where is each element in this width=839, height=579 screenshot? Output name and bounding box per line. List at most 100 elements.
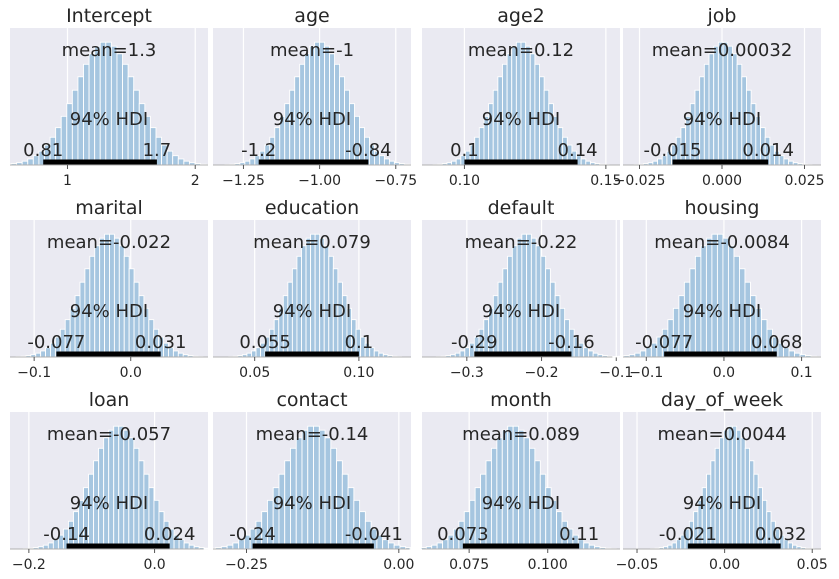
x-tick-label: −0.05 (616, 557, 659, 573)
hdi-high-label: 0.032 (755, 524, 807, 545)
histogram-bar (501, 429, 509, 550)
hdi-low-label: 0.055 (239, 332, 291, 353)
hdi-low-label: 0.1 (450, 140, 479, 161)
hdi-high-label: 1.7 (143, 140, 172, 161)
x-tick-label: 0.000 (702, 173, 742, 189)
hdi-high-label: 0.068 (751, 332, 803, 353)
histogram-bar (388, 160, 395, 166)
panel-day-of-week: day_of_week mean=0.0044 94% HDI -0.021 0.032… (616, 389, 828, 573)
histogram-bar (454, 352, 461, 358)
x-tick-label: −0.2 (525, 365, 559, 381)
x-tick-label: −0.025 (614, 173, 666, 189)
histogram-bar (324, 45, 331, 166)
panel-title: contact (276, 389, 347, 411)
mean-label: mean=0.00032 (652, 40, 793, 61)
x-tick-label: 0.15 (590, 173, 621, 189)
histogram-bar (309, 45, 316, 166)
hdi-high-label: 0.024 (144, 524, 196, 545)
x-tick-label: 0.0 (120, 365, 142, 381)
panel-contact: contact mean=-0.14 94% HDI -0.24 -0.041 −0.25… (203, 389, 424, 573)
histogram-bar (634, 352, 641, 358)
panel-title: job (707, 5, 737, 27)
histogram-bar (318, 429, 326, 550)
panel-title: age2 (497, 5, 544, 27)
histogram-bar (177, 352, 184, 358)
panel-education: education mean=0.079 94% HDI 0.055 0.1 0.05 0.… (213, 197, 411, 381)
hdi-low-label: -0.14 (43, 524, 90, 545)
histogram-bar (94, 45, 101, 166)
x-tick-label: −0.3 (450, 365, 484, 381)
mean-label: mean=-0.057 (47, 424, 171, 445)
histogram-bar (736, 429, 742, 550)
panel-default: default mean=-0.22 94% HDI -0.29 -0.16 −0.3 −0… (422, 197, 633, 381)
hdi-high-label: 0.11 (559, 524, 599, 545)
histogram-bar (722, 237, 729, 358)
histogram-bar (183, 160, 190, 166)
histogram-bar (792, 544, 798, 550)
histogram-bar (530, 237, 537, 358)
posterior-panels: Intercept mean=1.3 94% HDI 0.81 1.7 1 2 age mean… (0, 5, 828, 573)
hdi-low-label: -0.077 (635, 332, 693, 353)
histogram-bar (652, 160, 658, 166)
hdi-low-label: -0.015 (643, 140, 701, 161)
hdi-high-label: 0.031 (135, 332, 187, 353)
panel-title: day_of_week (661, 389, 783, 411)
histogram-bar (511, 45, 517, 166)
histogram-bar (451, 160, 457, 166)
histogram-bar (794, 352, 801, 358)
x-tick-label: 0.10 (343, 365, 374, 381)
histogram-bar (378, 352, 384, 358)
x-tick-label: 1 (63, 173, 72, 189)
histogram-bar (35, 352, 42, 358)
mean-label: mean=-0.0084 (654, 232, 790, 253)
hdi-label: 94% HDI (70, 109, 148, 130)
histogram-bar (516, 237, 523, 358)
histogram-bar (226, 544, 234, 550)
hdi-label: 94% HDI (273, 301, 351, 322)
histogram-bar (585, 160, 591, 166)
histogram-bar (713, 45, 719, 166)
histogram-bar (788, 160, 794, 166)
histogram-bar (110, 45, 118, 166)
hdi-label: 94% HDI (482, 301, 560, 322)
panel-title: housing (685, 197, 760, 219)
histogram-bar (518, 429, 525, 550)
histogram-bar (42, 544, 49, 550)
hdi-label: 94% HDI (273, 109, 351, 130)
mean-label: mean=0.12 (468, 40, 574, 61)
histogram-bar (727, 45, 733, 166)
panel-job: job mean=0.00032 94% HDI -0.015 0.014 −0.025 0… (614, 5, 825, 189)
panel-loan: loan mean=-0.057 94% HDI -0.14 0.024 −0.2 0.0 (10, 389, 215, 573)
mean-label: mean=1.3 (62, 40, 157, 61)
x-tick-label: −1.00 (298, 173, 341, 189)
panel-title: marital (75, 197, 143, 219)
panel-title: default (488, 197, 555, 219)
hdi-label: 94% HDI (70, 301, 148, 322)
histogram-bar (123, 429, 130, 550)
panel-month: month mean=0.089 94% HDI 0.073 0.11 0.075 0.10… (409, 389, 620, 573)
hdi-high-label: -0.041 (345, 524, 403, 545)
hdi-label: 94% HDI (683, 109, 761, 130)
hdi-low-label: 0.073 (437, 524, 489, 545)
histogram-bar (431, 544, 438, 550)
mean-label: mean=0.089 (462, 424, 580, 445)
histogram-bar (99, 237, 106, 358)
hdi-high-label: 0.014 (742, 140, 794, 161)
hdi-low-label: -0.24 (229, 524, 276, 545)
panel-title: age (294, 5, 329, 27)
hdi-label: 94% HDI (683, 493, 761, 514)
x-tick-label: −1.25 (222, 173, 265, 189)
x-tick-label: −0.2 (12, 557, 46, 573)
histogram-bar (301, 429, 309, 550)
histogram-bar (525, 45, 531, 166)
histogram-bar (478, 127, 485, 166)
histogram-bar (617, 355, 625, 358)
x-tick-label: −0.1 (17, 365, 51, 381)
hdi-high-label: 0.14 (558, 140, 598, 161)
histogram-bar (113, 237, 120, 358)
x-tick-label: 2 (191, 173, 200, 189)
histogram-bar (305, 237, 312, 358)
histogram-bar (188, 544, 195, 550)
x-tick-label: 0.00 (709, 557, 740, 573)
